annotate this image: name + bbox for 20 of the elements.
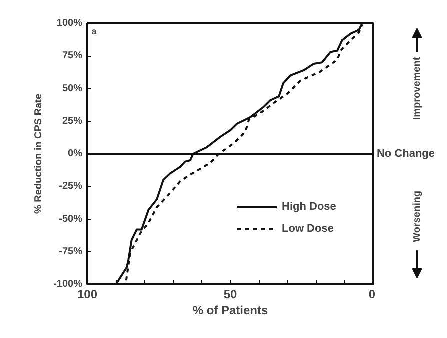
x-tick-label: 100 <box>77 288 98 302</box>
y-tick-label: 75% <box>62 50 83 62</box>
y-tick-label: 25% <box>62 116 83 127</box>
annotation: a <box>92 26 98 36</box>
x-axis-title: % of Patients <box>192 304 268 318</box>
text: Improvement <box>412 56 423 120</box>
legend-label: Low Dose <box>282 223 334 235</box>
text: Worsening <box>412 190 423 242</box>
x-tick-label: 50 <box>224 288 238 302</box>
legend-label: High Dose <box>282 201 336 213</box>
y-tick-label: -75% <box>59 246 83 258</box>
y-tick-label: 0% <box>68 148 83 160</box>
y-tick-label: -50% <box>59 214 83 225</box>
y-tick-label: 50% <box>62 83 83 94</box>
y-axis-title: % Reduction in CPS Rate <box>34 94 45 214</box>
y-tick-label: -25% <box>59 181 83 192</box>
ref-line-label: No Change <box>376 148 436 160</box>
x-tick-label: 0 <box>368 288 376 302</box>
y-tick-label: -100% <box>54 279 83 290</box>
y-tick-label: 100% <box>56 18 83 29</box>
